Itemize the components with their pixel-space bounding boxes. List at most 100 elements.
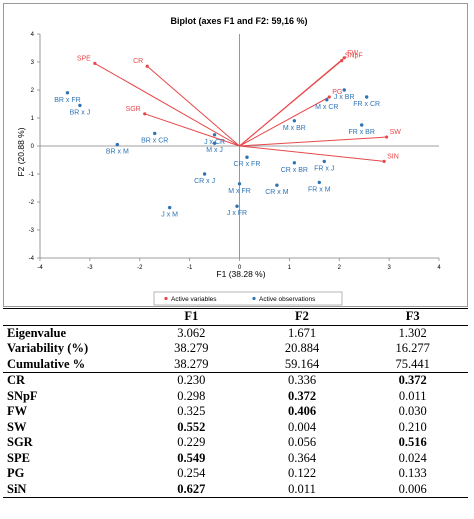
table-header-blank	[3, 309, 136, 326]
table-row: FW 0.325 0.406 0.030	[3, 404, 468, 420]
observation-label: FR x M	[308, 186, 331, 193]
y-tick-label: 0	[31, 144, 35, 150]
table-row: SiN 0.627 0.011 0.006	[3, 482, 468, 498]
table-row: CR 0.230 0.336 0.372	[3, 372, 468, 389]
table-cell: 0.298	[177, 388, 206, 403]
x-tick-label: -3	[87, 265, 93, 271]
observation-point	[78, 103, 82, 108]
table-row: PG 0.254 0.122 0.133	[3, 466, 468, 482]
legend-variables-label: Active variables	[171, 296, 217, 303]
x-tick-label: 0	[238, 265, 242, 271]
row-label: SiN	[7, 481, 27, 496]
variable-vector	[239, 96, 330, 147]
table-cell: 0.024	[398, 450, 427, 465]
table-cell: 0.406	[287, 404, 317, 418]
observation-label: CR x FR	[234, 161, 261, 168]
observation-point	[359, 123, 364, 127]
y-axis-label: F2 (20.88 %)	[16, 127, 26, 176]
x-tick-label: 4	[437, 265, 441, 271]
table-row: Cumulative % 38.279 59.164 75.441	[3, 357, 468, 373]
table-cell: 0.011	[288, 481, 316, 496]
table-cell: 0.229	[177, 435, 206, 449]
row-label: SGR	[7, 435, 33, 449]
table-cell: 0.627	[177, 481, 206, 496]
row-label: SW	[7, 419, 27, 434]
y-tick-label: 4	[31, 32, 35, 38]
observation-point	[325, 98, 329, 102]
table-cell: 0.325	[177, 404, 206, 418]
biplot-chart: Biplot (axes F1 and F2: 59,16 %) F1 (38.…	[3, 3, 468, 307]
variable-label: PG	[332, 89, 342, 96]
table-header-f2: F2	[295, 309, 309, 323]
variable-label: FW	[347, 50, 358, 57]
row-label: Cumulative %	[7, 356, 86, 371]
variable-point	[143, 112, 147, 116]
y-tick-label: -2	[29, 200, 35, 206]
legend-variables-marker	[164, 296, 168, 301]
row-label: Eigenvalue	[7, 325, 67, 340]
table-cell: 0.230	[177, 373, 206, 387]
row-label: Variability (%)	[7, 341, 89, 355]
variable-point	[145, 64, 149, 68]
observation-point	[237, 182, 242, 186]
variable-vector	[144, 113, 240, 147]
observation-point	[245, 155, 249, 159]
table-cell: 1.302	[398, 325, 427, 340]
variable-point	[382, 159, 386, 163]
table-cell: 0.011	[398, 388, 427, 403]
observation-point	[153, 131, 157, 136]
variable-vector	[94, 62, 240, 147]
observation-label: CR x J	[194, 178, 215, 185]
variable-vector	[239, 145, 385, 162]
row-label: SPE	[7, 450, 30, 465]
x-axis-label: F1 (38.28 %)	[216, 269, 265, 279]
table-header-row: F1 F2 F3	[3, 308, 468, 326]
legend-observations-marker	[252, 296, 256, 301]
observation-label: FR x BR	[348, 129, 374, 136]
observation-point	[115, 142, 120, 147]
table-cell: 38.279	[174, 356, 209, 371]
observation-label: BR x FR	[54, 97, 80, 104]
row-label: CR	[7, 373, 26, 387]
y-tick-label: 2	[31, 88, 35, 94]
table-cell: 0.254	[177, 466, 206, 480]
observation-label: J x M	[161, 212, 178, 219]
observation-label: FR x J	[314, 165, 334, 172]
observation-point	[342, 88, 346, 92]
table-header-f3: F3	[405, 309, 420, 323]
table-cell: 0.336	[287, 373, 317, 387]
table-row: SW 0.552 0.004 0.210	[3, 420, 468, 436]
table-cell: 0.133	[398, 466, 427, 480]
variable-label: CR	[133, 58, 143, 65]
y-tick-label: 3	[31, 60, 35, 66]
chart-legend: Active variables Active observations	[153, 291, 343, 306]
y-tick-label: -1	[29, 172, 35, 178]
table-body: Eigenvalue 3.062 1.671 1.302 Variability (%)…	[3, 325, 468, 498]
table-cell: 0.210	[398, 419, 427, 434]
observation-point	[235, 204, 239, 208]
row-label: SNpF	[7, 388, 38, 403]
row-label: FW	[7, 404, 28, 418]
observation-label: J x FR	[227, 210, 247, 217]
table-row: SPE 0.549 0.364 0.024	[3, 451, 468, 467]
observation-label: M x J	[206, 147, 223, 154]
x-tick-label: 1	[288, 265, 292, 271]
observation-point	[275, 183, 279, 187]
y-tick-label: 1	[31, 116, 35, 122]
observation-point	[292, 161, 297, 165]
observation-point	[65, 91, 70, 95]
table-row: Eigenvalue 3.062 1.671 1.302	[3, 325, 468, 341]
y-tick-label: -4	[29, 256, 35, 262]
table-cell: 0.122	[287, 466, 317, 480]
table-cell: 16.277	[395, 341, 430, 355]
observation-label: BR x J	[70, 109, 91, 116]
variable-label: SPE	[77, 55, 91, 62]
observation-label: M x CR	[315, 104, 338, 111]
x-tick-label: 2	[338, 265, 342, 271]
table-cell: 0.372	[287, 388, 317, 403]
variable-label: SNpF	[345, 53, 363, 60]
observation-label: M x BR	[283, 125, 306, 132]
table-cell: 0.030	[398, 404, 427, 418]
table-cell: 0.056	[287, 435, 317, 449]
